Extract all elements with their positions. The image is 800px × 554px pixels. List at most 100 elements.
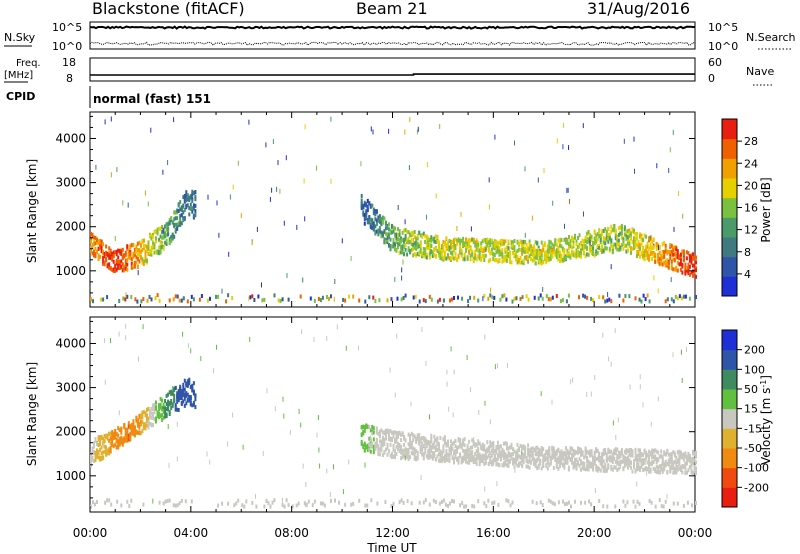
echo-cell [648,465,651,470]
echo-cell [462,257,465,261]
echo-cell [150,234,153,239]
echo-cell [448,256,451,261]
echo-cell [109,251,112,256]
noise-cell [389,367,391,373]
noise-cell [410,401,412,407]
echo-cell [389,237,392,242]
echo-cell [475,454,478,459]
echo-cell [660,261,663,266]
echo-cell [183,387,186,392]
echo-cell [623,449,626,454]
echo-cell [146,419,148,423]
echo-cell [637,453,640,458]
echo-cell [675,252,678,257]
echo-cell [436,234,439,239]
echo-cell [161,413,164,418]
echo-cell [557,466,560,471]
ground-scatter-cell [168,498,171,503]
echo-cell [657,450,660,455]
echo-cell [614,234,617,238]
echo-cell [433,236,436,241]
ground-scatter-cell [570,504,572,509]
ground-scatter-cell [622,499,625,504]
echo-cell [168,221,171,226]
echo-cell [179,396,182,400]
noise-cell [448,406,450,412]
echo-cell [477,453,480,458]
colorbar-tick-label: 12 [744,224,758,237]
echo-cell [524,250,527,255]
ground-scatter-cell [473,504,476,509]
noise-right-label: N.Search [746,31,796,44]
echo-cell [460,442,463,447]
echo-cell [118,442,121,447]
colorbar-tick-label: 24 [744,157,758,170]
echo-cell [176,399,179,404]
echo-cell [572,250,575,255]
echo-cell [106,433,109,438]
echo-cell [679,262,682,267]
echo-cell [626,237,629,242]
echo-cell [666,263,669,268]
echo-cell [135,248,138,253]
echo-cell [94,458,97,463]
echo-cell [100,245,103,250]
echo-cell [577,460,579,465]
echo-cell [126,427,129,432]
echo-cell [389,244,392,248]
echo-cell [507,246,510,251]
echo-cell [401,431,404,436]
echo-cell [410,441,413,446]
echo-cell [495,242,498,247]
echo-cell [507,461,510,466]
echo-cell [690,457,693,462]
echo-cell [127,433,130,438]
echo-cell [684,451,687,456]
noise-cell [402,259,404,265]
noise-cell [607,292,609,297]
echo-cell [551,248,554,253]
echo-cell [383,237,386,242]
echo-cell [424,254,427,259]
echo-cell [459,452,462,457]
echo-cell [593,229,596,234]
echo-cell [614,245,617,250]
ground-scatter-cell [424,299,427,304]
echo-cell [427,243,430,248]
echo-cell [415,242,418,247]
echo-cell [625,243,628,248]
echo-cell [507,251,510,256]
ground-scatter-cell [350,502,353,507]
echo-cell [652,460,655,464]
echo-cell [620,235,623,240]
echo-cell [642,246,645,250]
echo-cell [475,443,478,448]
echo-cell [183,392,186,397]
echo-cell [189,194,192,199]
echo-cell [587,230,590,234]
noise-cell [370,435,371,441]
echo-cell [525,456,528,461]
noise-cell [552,200,554,206]
echo-cell [672,470,675,475]
echo-cell [121,437,124,442]
echo-cell [400,450,403,455]
echo-cell [114,434,117,439]
echo-cell [448,453,451,458]
echo-cell [540,258,543,263]
echo-cell [563,465,566,470]
echo-cell [164,406,167,411]
echo-cell [381,218,384,223]
echo-cell [111,251,114,256]
echo-cell [528,452,531,457]
echo-cell [663,254,666,259]
echo-cell [531,258,534,263]
echo-cell [93,442,95,447]
echo-cell [655,469,658,474]
echo-cell [555,460,558,465]
echo-cell [601,459,604,464]
echo-cell [643,460,646,465]
echo-cell [437,253,440,258]
echo-cell [507,450,510,455]
ground-scatter-cell [618,293,621,298]
